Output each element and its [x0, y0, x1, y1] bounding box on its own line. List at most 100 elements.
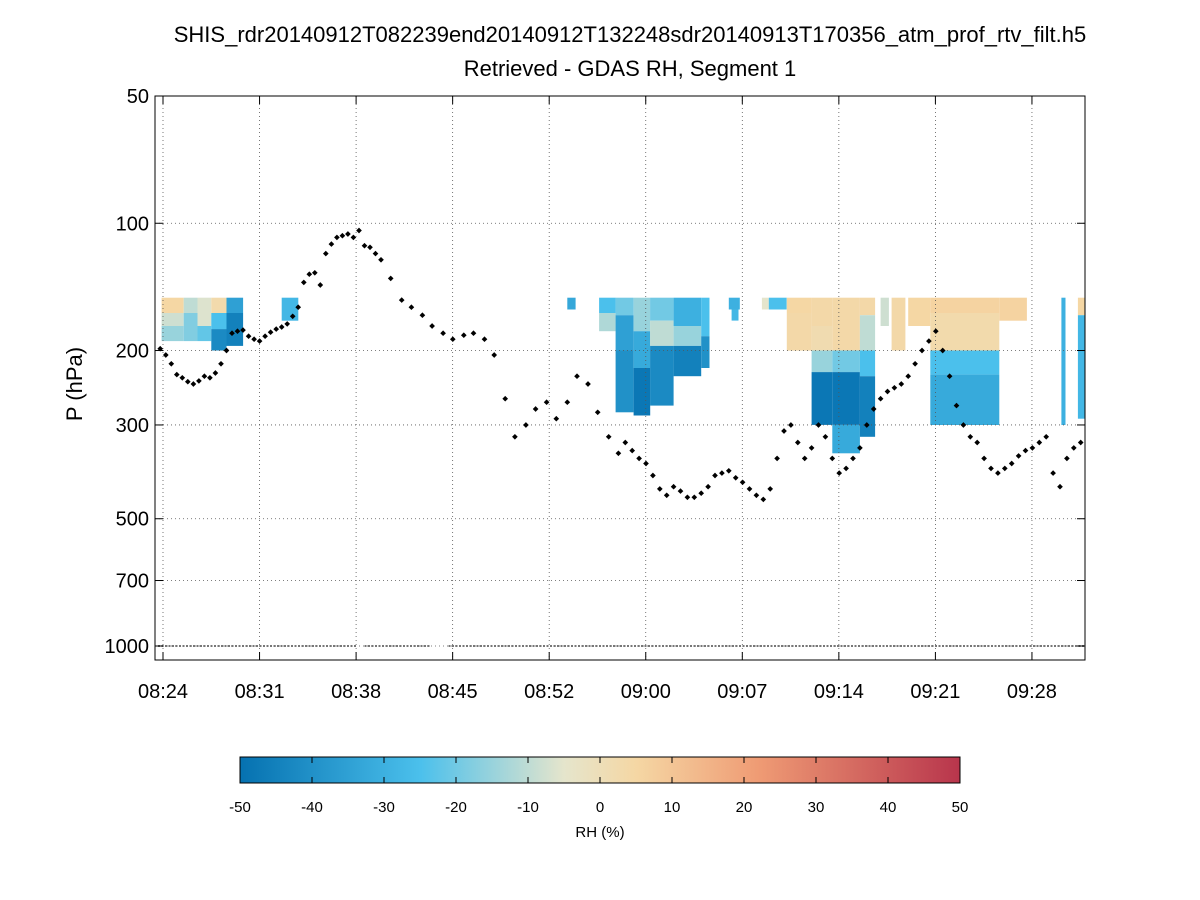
surface-marker	[739, 645, 741, 647]
heatmap-cell	[615, 297, 634, 316]
surface-marker	[396, 645, 398, 647]
tropopause-marker	[470, 330, 477, 337]
tropopause-marker	[339, 232, 346, 239]
surface-marker	[354, 645, 356, 647]
tropopause-marker	[179, 374, 186, 381]
surface-marker	[455, 645, 458, 647]
surface-marker	[977, 645, 979, 647]
surface-marker	[175, 645, 178, 647]
surface-marker	[865, 645, 867, 647]
tropopause-marker	[926, 338, 932, 344]
surface-marker	[375, 645, 377, 647]
tropopause-marker	[663, 492, 670, 499]
surface-marker	[270, 645, 272, 647]
surface-marker	[284, 645, 286, 647]
tropopause-marker	[739, 479, 746, 486]
heatmap-cell	[183, 313, 198, 342]
surface-marker	[788, 645, 790, 647]
tropopause-marker	[207, 374, 213, 381]
surface-marker	[630, 645, 633, 647]
surface-marker	[483, 645, 486, 647]
surface-marker	[259, 645, 262, 647]
surface-marker	[504, 645, 507, 647]
surface-marker	[1061, 645, 1063, 647]
surface-marker	[620, 645, 622, 647]
colorbar-tick-label: 0	[596, 799, 604, 816]
tropopause-marker	[808, 445, 815, 451]
x-tick-label: 08:38	[331, 681, 381, 703]
tropopause-marker	[289, 313, 296, 320]
surface-marker	[182, 645, 185, 647]
surface-marker	[728, 645, 731, 647]
surface-marker	[942, 645, 944, 647]
surface-marker	[623, 645, 626, 647]
surface-marker	[994, 645, 997, 647]
surface-marker	[315, 645, 318, 647]
surface-marker	[410, 645, 412, 647]
surface-marker	[644, 645, 647, 647]
y-tick-label: 1000	[105, 636, 150, 658]
surface-marker	[917, 645, 920, 647]
tropopause-marker	[932, 328, 939, 335]
surface-marker	[1057, 645, 1060, 647]
heatmap-cell	[930, 350, 1000, 375]
tropopause-marker	[622, 439, 629, 446]
surface-marker	[277, 645, 279, 647]
surface-marker	[735, 645, 738, 647]
x-tick-label: 08:52	[524, 681, 574, 703]
surface-marker	[742, 645, 745, 647]
heatmap-cell	[633, 297, 651, 332]
tropopause-marker	[1043, 433, 1050, 440]
surface-marker	[462, 645, 465, 647]
tropopause-marker	[543, 399, 550, 406]
surface-marker	[567, 645, 570, 647]
surface-marker	[693, 645, 696, 647]
chart-title: SHIS_rdr20140912T082239end20140912T13224…	[174, 22, 1086, 47]
surface-marker	[721, 645, 724, 647]
heatmap-cell	[930, 374, 1000, 425]
heatmap-cell	[859, 350, 876, 377]
surface-marker	[1029, 645, 1032, 647]
surface-marker	[217, 645, 220, 647]
tropopause-marker	[387, 275, 394, 282]
surface-marker	[525, 645, 528, 647]
heatmap-cell	[731, 309, 739, 321]
tropopause-marker	[251, 336, 257, 343]
tropopause-marker	[732, 474, 739, 481]
tropopause-marker	[760, 496, 767, 503]
x-tick-label: 08:31	[235, 681, 285, 703]
surface-marker	[998, 645, 1000, 647]
colorbar-label: RH (%)	[575, 824, 624, 841]
surface-marker	[543, 645, 545, 647]
tropopause-marker	[629, 447, 636, 454]
surface-marker	[308, 645, 311, 647]
surface-marker	[487, 645, 489, 647]
chart-subtitle: Retrieved - GDAS RH, Segment 1	[464, 56, 797, 81]
x-tick-label: 08:24	[138, 681, 188, 703]
surface-marker	[746, 645, 748, 647]
heatmap-cell	[183, 297, 198, 313]
y-tick-label: 200	[116, 341, 149, 363]
surface-marker	[340, 645, 342, 647]
tropopause-marker	[767, 486, 774, 492]
colorbar-tick-label: -10	[517, 799, 539, 816]
surface-marker	[914, 645, 916, 647]
surface-marker	[760, 645, 762, 647]
surface-marker	[280, 645, 283, 647]
surface-marker	[1068, 645, 1070, 647]
surface-marker	[518, 645, 521, 647]
tropopause-marker	[981, 455, 987, 462]
surface-marker	[595, 645, 598, 647]
surface-marker	[392, 645, 395, 647]
heatmap-cell	[226, 313, 244, 346]
tropopause-marker	[670, 483, 677, 490]
surface-marker	[686, 645, 689, 647]
y-tick-label: 500	[116, 509, 149, 531]
heatmap-cells	[161, 297, 1085, 454]
tropopause-marker	[449, 336, 456, 343]
surface-marker	[529, 645, 531, 647]
tropopause-marker	[822, 433, 829, 440]
tropopause-marker	[440, 330, 446, 337]
surface-marker	[371, 645, 374, 647]
surface-marker	[763, 645, 766, 647]
